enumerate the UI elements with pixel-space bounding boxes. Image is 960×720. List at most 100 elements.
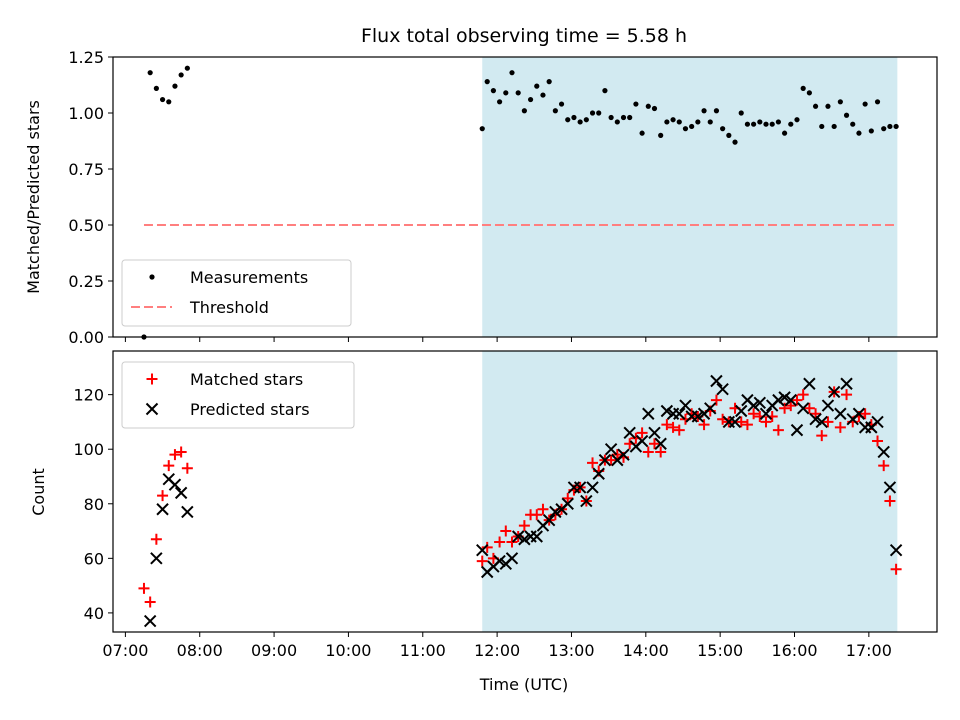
measurement-point <box>819 123 825 130</box>
predicted-star-point <box>592 467 605 480</box>
predicted-star-point <box>871 415 884 429</box>
count-x-tick-label: 09:00 <box>251 641 297 660</box>
measurement-point <box>757 119 763 125</box>
legend-measurements-marker <box>149 274 155 280</box>
ratio-legend: Measurements Threshold <box>121 259 352 327</box>
matched-star-point <box>803 402 815 414</box>
measurement-point <box>664 119 670 125</box>
measurement-point <box>769 121 775 127</box>
count-y-tick-label: 60 <box>84 549 104 568</box>
count-panel: 40 60 80 100 120 07:00 08:00 09:00 10:00 11:00 12… <box>29 350 938 694</box>
figure-title: Flux total observing time = 5.58 h <box>361 25 687 47</box>
count-x-tick-label: 16:00 <box>771 641 817 660</box>
predicted-star-point <box>815 415 828 429</box>
measurement-point <box>521 108 527 114</box>
count-y-ticks: 40 60 80 100 120 <box>73 386 113 623</box>
predicted-star-point <box>759 407 773 420</box>
predicted-star-point <box>716 382 729 396</box>
legend-predicted-label: Predicted stars <box>190 400 310 419</box>
matched-star-point <box>741 419 753 431</box>
predicted-star-point <box>604 443 618 456</box>
predicted-star-point <box>809 412 822 426</box>
predicted-star-point <box>181 505 194 519</box>
predicted-star-point <box>840 377 853 390</box>
measurement-point <box>577 119 583 125</box>
predicted-star-point <box>635 434 649 448</box>
measurement-point <box>153 85 159 91</box>
measurement-point <box>732 139 738 145</box>
predicted-star-point <box>511 530 525 543</box>
predicted-star-point <box>735 404 748 418</box>
predicted-star-point <box>580 494 593 508</box>
matched-star-point <box>872 435 884 447</box>
matched-star-point <box>181 462 193 474</box>
measurement-point <box>856 130 862 136</box>
predicted-star-point <box>747 399 760 412</box>
measurement-point <box>788 121 794 127</box>
predicted-star-point <box>573 481 587 494</box>
measurement-point <box>596 110 602 116</box>
count-x-tick-label: 13:00 <box>548 641 594 660</box>
predicted-star-point <box>710 374 723 388</box>
measurement-point <box>633 101 639 107</box>
predicted-star-point <box>150 552 163 565</box>
ratio-x-ticks <box>124 337 870 342</box>
predicted-star-point <box>174 486 188 500</box>
predicted-star-point <box>834 407 847 420</box>
predicted-star-point <box>549 505 562 519</box>
predicted-star-point <box>642 407 655 420</box>
matched-star-point <box>636 427 648 439</box>
count-x-tick-label: 07:00 <box>102 641 148 660</box>
matched-star-point <box>673 424 685 436</box>
count-x-tick-label: 10:00 <box>325 641 371 660</box>
measurement-point <box>806 90 812 96</box>
measurement-point <box>602 88 608 94</box>
measurement-point <box>670 117 676 123</box>
measurement-point <box>645 103 651 109</box>
matched-star-point <box>150 533 162 545</box>
measurement-point <box>794 117 800 123</box>
measurement-point <box>751 121 757 127</box>
count-x-tick-label: 17:00 <box>846 641 892 660</box>
measurement-point <box>503 90 509 96</box>
matched-star-point <box>841 389 853 401</box>
measurement-point <box>862 101 868 107</box>
predicted-star-point <box>796 402 810 415</box>
ratio-plot-frame <box>112 56 938 338</box>
matched-star-point <box>648 438 660 450</box>
matched-star-point <box>772 424 784 436</box>
measurement-point <box>627 114 633 121</box>
matched-star-point <box>884 495 896 507</box>
ratio-y-tick-label: 0.00 <box>68 328 104 347</box>
matched-star-point <box>476 555 488 567</box>
count-shaded-span <box>482 351 898 632</box>
matched-star-point <box>562 492 574 504</box>
count-x-tick-label: 14:00 <box>623 641 669 660</box>
measurement-point <box>726 132 732 138</box>
legend-predicted-marker <box>145 402 159 416</box>
measurement-point <box>172 83 178 89</box>
matched-star-point <box>667 421 679 433</box>
measurement-points <box>141 65 899 340</box>
measurement-point <box>490 88 497 94</box>
predicted-star-point <box>728 415 742 429</box>
count-x-tick-label: 11:00 <box>400 641 446 660</box>
predicted-star-point <box>530 530 543 543</box>
measurement-point <box>744 121 751 127</box>
count-y-tick-label: 120 <box>73 386 104 405</box>
measurement-point <box>825 103 831 109</box>
matched-star-point <box>791 394 803 406</box>
predicted-star-point <box>542 513 556 527</box>
measurement-point <box>589 110 596 116</box>
measurement-point <box>812 103 819 109</box>
predicted-star-point <box>598 453 612 467</box>
matched-star-point <box>537 503 549 515</box>
measurement-point <box>707 119 713 125</box>
measurement-point <box>800 85 806 91</box>
measurement-point <box>738 110 744 116</box>
ratio-y-ticks: 0.00 0.25 0.50 0.75 1.00 1.25 <box>68 48 113 347</box>
measurement-point <box>639 130 645 136</box>
measurement-point <box>651 105 658 112</box>
matched-star-point <box>834 421 846 433</box>
measurement-point <box>583 117 589 123</box>
